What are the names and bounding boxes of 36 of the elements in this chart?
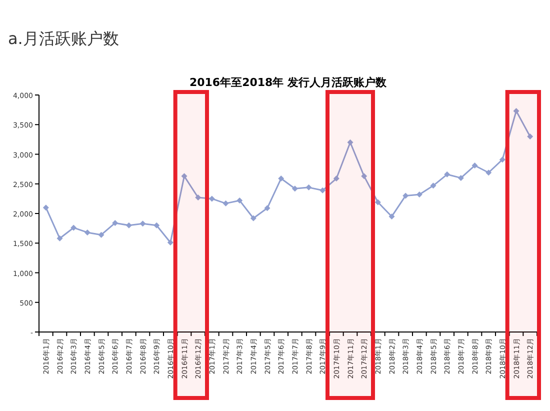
point (98, 232, 104, 238)
point (112, 220, 118, 226)
point (513, 108, 520, 114)
point (333, 176, 340, 182)
point (167, 240, 174, 246)
point (361, 173, 368, 180)
point (472, 162, 478, 169)
point (374, 199, 381, 206)
point (486, 170, 492, 176)
point (42, 204, 49, 211)
point (84, 229, 90, 236)
chart-title: a.月活跃账户数 (8, 29, 119, 48)
point (154, 222, 160, 228)
point (56, 235, 63, 242)
point (458, 174, 464, 181)
point (222, 200, 229, 206)
point (320, 187, 326, 194)
point (278, 176, 284, 182)
point (527, 133, 534, 140)
point (208, 196, 215, 202)
point (292, 186, 298, 192)
point (126, 222, 132, 228)
point (388, 213, 395, 220)
point (250, 215, 256, 222)
point (444, 171, 450, 178)
point (430, 182, 436, 189)
point (70, 224, 77, 231)
point (306, 184, 312, 190)
point (402, 192, 409, 199)
point (236, 197, 243, 204)
point (264, 205, 270, 212)
point (499, 156, 506, 163)
point (181, 173, 188, 180)
point (140, 220, 146, 227)
chart-subtitle: 2016年至2018年 发行人月活跃账户数 (189, 76, 388, 89)
point (347, 139, 354, 146)
